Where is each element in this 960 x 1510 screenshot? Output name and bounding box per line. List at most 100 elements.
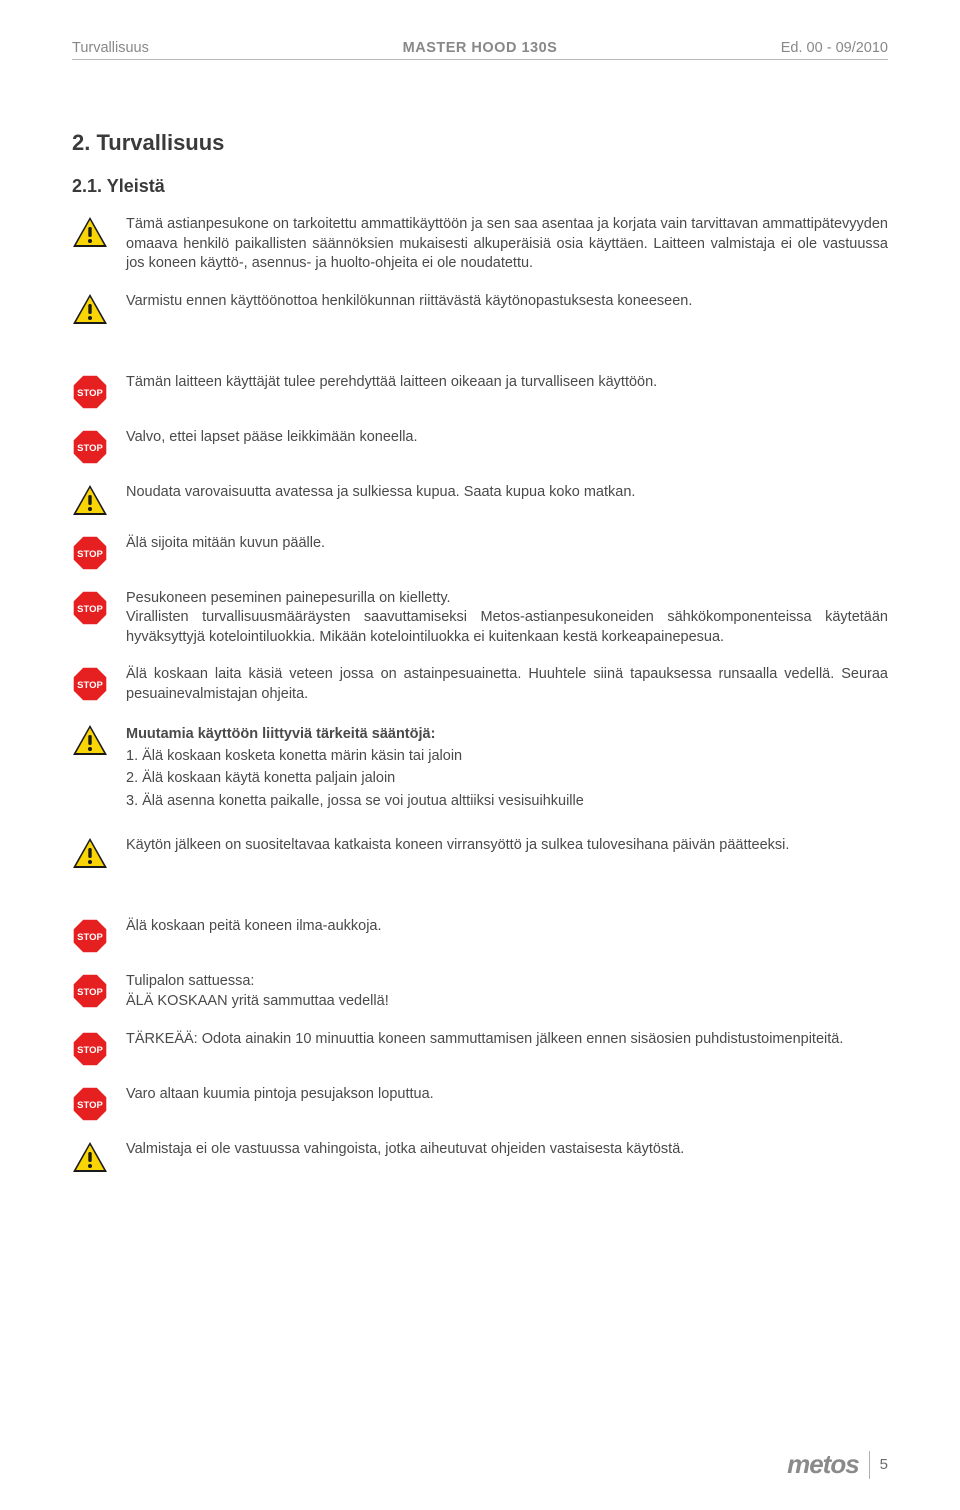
safety-items-list: Tämä astianpesukone on tarkoitettu ammat…	[72, 215, 888, 1191]
warning-icon-wrap	[72, 723, 126, 756]
warning-icon-wrap	[72, 292, 126, 325]
rules-line: 2. Älä koskaan käytä konetta paljain jal…	[126, 767, 888, 789]
stop-icon-wrap: STOP	[72, 534, 126, 571]
warning-icon-wrap	[72, 483, 126, 516]
warning-icon-wrap	[72, 215, 126, 248]
safety-item: Käytön jälkeen on suositeltavaa katkaist…	[72, 836, 888, 869]
safety-item: Valmistaja ei ole vastuussa vahingoista,…	[72, 1140, 888, 1173]
stop-icon: STOP	[72, 918, 108, 954]
safety-item: STOP Tämän laitteen käyttäjät tulee pere…	[72, 373, 888, 410]
rules-block: Muutamia käyttöön liittyviä tärkeitä sää…	[126, 723, 888, 813]
spacer	[72, 1181, 888, 1191]
stop-icon: STOP	[72, 590, 108, 626]
svg-text:STOP: STOP	[77, 549, 103, 560]
stop-icon-wrap: STOP	[72, 589, 126, 626]
spacer	[72, 524, 888, 534]
safety-item-text: Tämän laitteen käyttäjät tulee perehdytt…	[126, 373, 888, 393]
safety-item-text: Noudata varovaisuutta avatessa ja sulkie…	[126, 483, 888, 503]
page-number: 5	[880, 1456, 888, 1473]
safety-item-text: Pesukoneen peseminen painepesurilla on k…	[126, 589, 888, 648]
svg-text:STOP: STOP	[77, 932, 103, 943]
safety-item-text: Tulipalon sattuessa: ÄLÄ KOSKAAN yritä s…	[126, 972, 888, 1011]
rules-title: Muutamia käyttöön liittyviä tärkeitä sää…	[126, 723, 888, 745]
safety-item: STOP Varo altaan kuumia pintoja pesujaks…	[72, 1085, 888, 1122]
page-footer: metos 5	[787, 1449, 888, 1480]
spacer	[72, 655, 888, 665]
spacer	[72, 343, 888, 373]
page-header: Turvallisuus MASTER HOOD 130S Ed. 00 - 0…	[72, 40, 888, 60]
section-heading-2-1: 2.1. Yleistä	[72, 176, 888, 197]
warning-icon	[72, 293, 108, 325]
safety-item: Varmistu ennen käyttöönottoa henkilökunn…	[72, 292, 888, 325]
safety-item: STOP TÄRKEÄÄ: Odota ainakin 10 minuuttia…	[72, 1030, 888, 1067]
safety-item: STOP Pesukoneen peseminen painepesurilla…	[72, 589, 888, 648]
stop-icon-wrap: STOP	[72, 665, 126, 702]
warning-icon	[72, 1141, 108, 1173]
stop-icon: STOP	[72, 535, 108, 571]
svg-text:STOP: STOP	[77, 680, 103, 691]
safety-item: STOP Tulipalon sattuessa: ÄLÄ KOSKAAN yr…	[72, 972, 888, 1011]
safety-item: Tämä astianpesukone on tarkoitettu ammat…	[72, 215, 888, 274]
safety-item-text: Älä sijoita mitään kuvun päälle.	[126, 534, 888, 554]
safety-item: STOP Älä sijoita mitään kuvun päälle.	[72, 534, 888, 571]
stop-icon-wrap: STOP	[72, 1030, 126, 1067]
warning-icon	[72, 837, 108, 869]
safety-item-text: Tämä astianpesukone on tarkoitettu ammat…	[126, 215, 888, 274]
safety-item: Noudata varovaisuutta avatessa ja sulkie…	[72, 483, 888, 516]
page-container: Turvallisuus MASTER HOOD 130S Ed. 00 - 0…	[0, 0, 960, 1241]
svg-text:STOP: STOP	[77, 1100, 103, 1111]
stop-icon-wrap: STOP	[72, 428, 126, 465]
safety-item: STOP Älä koskaan laita käsiä veteen joss…	[72, 665, 888, 704]
spacer	[72, 887, 888, 917]
spacer	[72, 473, 888, 483]
section-heading-2: 2. Turvallisuus	[72, 130, 888, 156]
safety-item: STOP Valvo, ettei lapset pääse leikkimää…	[72, 428, 888, 465]
warning-icon	[72, 216, 108, 248]
safety-item-text: Valmistaja ei ole vastuussa vahingoista,…	[126, 1140, 888, 1160]
header-right: Ed. 00 - 09/2010	[616, 40, 888, 56]
safety-item-text: TÄRKEÄÄ: Odota ainakin 10 minuuttia kone…	[126, 1030, 888, 1050]
safety-item-text: Käytön jälkeen on suositeltavaa katkaist…	[126, 836, 888, 856]
safety-item-text: Älä koskaan laita käsiä veteen jossa on …	[126, 665, 888, 704]
safety-item: Muutamia käyttöön liittyviä tärkeitä sää…	[72, 723, 888, 813]
svg-text:STOP: STOP	[77, 987, 103, 998]
spacer	[72, 713, 888, 723]
spacer	[72, 1130, 888, 1140]
spacer	[72, 333, 888, 343]
stop-icon-wrap: STOP	[72, 373, 126, 410]
svg-text:STOP: STOP	[77, 443, 103, 454]
warning-icon-wrap	[72, 1140, 126, 1173]
spacer	[72, 1075, 888, 1085]
warning-icon-wrap	[72, 836, 126, 869]
header-left: Turvallisuus	[72, 40, 344, 56]
stop-icon-wrap: STOP	[72, 1085, 126, 1122]
safety-item-text: Varmistu ennen käyttöönottoa henkilökunn…	[126, 292, 888, 312]
brand-logo: metos	[787, 1449, 859, 1480]
safety-item: STOP Älä koskaan peitä koneen ilma-aukko…	[72, 917, 888, 954]
rules-line: 1. Älä koskaan kosketa konetta märin käs…	[126, 745, 888, 767]
safety-item-text: Valvo, ettei lapset pääse leikkimään kon…	[126, 428, 888, 448]
spacer	[72, 877, 888, 887]
stop-icon: STOP	[72, 973, 108, 1009]
stop-icon: STOP	[72, 1031, 108, 1067]
header-center: MASTER HOOD 130S	[344, 40, 616, 56]
svg-text:STOP: STOP	[77, 388, 103, 399]
rules-line: 3. Älä asenna konetta paikalle, jossa se…	[126, 790, 888, 812]
spacer	[72, 579, 888, 589]
safety-item-text: Älä koskaan peitä koneen ilma-aukkoja.	[126, 917, 888, 937]
warning-icon	[72, 484, 108, 516]
stop-icon: STOP	[72, 429, 108, 465]
stop-icon: STOP	[72, 666, 108, 702]
spacer	[72, 962, 888, 972]
safety-item-text: Varo altaan kuumia pintoja pesujakson lo…	[126, 1085, 888, 1105]
stop-icon-wrap: STOP	[72, 917, 126, 954]
spacer	[72, 820, 888, 830]
spacer	[72, 1020, 888, 1030]
safety-item-text: Muutamia käyttöön liittyviä tärkeitä sää…	[126, 723, 888, 813]
warning-icon	[72, 724, 108, 756]
spacer	[72, 282, 888, 292]
svg-text:STOP: STOP	[77, 604, 103, 615]
stop-icon-wrap: STOP	[72, 972, 126, 1009]
stop-icon: STOP	[72, 374, 108, 410]
stop-icon: STOP	[72, 1086, 108, 1122]
